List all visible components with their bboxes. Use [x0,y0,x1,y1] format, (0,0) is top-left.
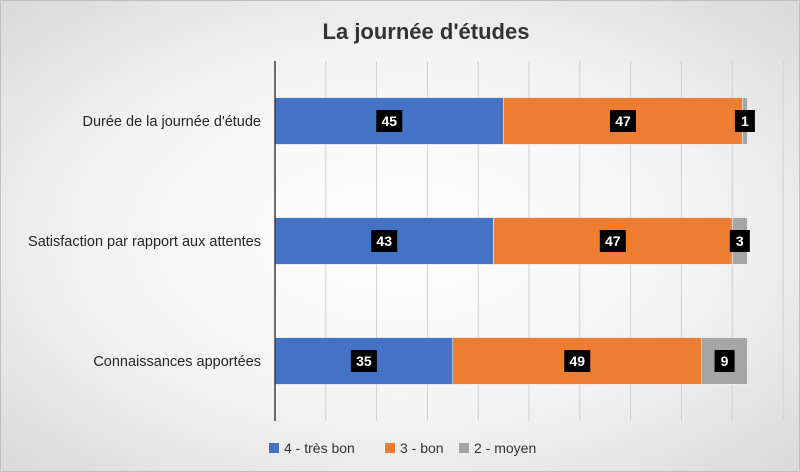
legend-swatch [459,443,469,453]
category-labels: Durée de la journée d'étude Satisfaction … [28,114,261,370]
data-label-box [564,350,591,372]
data-label: 47 [605,233,621,249]
legend-label: 4 - très bon [284,440,355,456]
data-label: 1 [741,113,749,129]
data-label-box [376,110,403,132]
legend-swatch [385,443,395,453]
data-label-box [609,110,636,132]
category-label: Connaissances apportées [93,354,261,370]
data-label-box [371,230,398,252]
data-label: 49 [569,353,585,369]
data-label: 9 [721,353,729,369]
legend-swatch [269,443,279,453]
data-labels: 45 47 1 43 47 3 35 49 9 [350,110,755,372]
data-label-box [729,230,750,252]
data-label-box [599,230,626,252]
data-label: 43 [376,233,392,249]
data-label-box [350,350,377,372]
category-label: Satisfaction par rapport aux attentes [28,234,261,250]
data-label: 3 [736,233,744,249]
legend: 4 - très bon 3 - bon 2 - moyen [269,440,536,456]
legend-label: 3 - bon [400,440,444,456]
data-label: 47 [615,113,631,129]
chart-title: La journée d'études [323,19,530,44]
bars [274,97,748,385]
data-label: 35 [356,353,372,369]
legend-label: 2 - moyen [474,440,536,456]
data-label-box [714,350,735,372]
category-label: Durée de la journée d'étude [82,114,261,130]
data-label-box [734,110,755,132]
data-label: 45 [382,113,398,129]
